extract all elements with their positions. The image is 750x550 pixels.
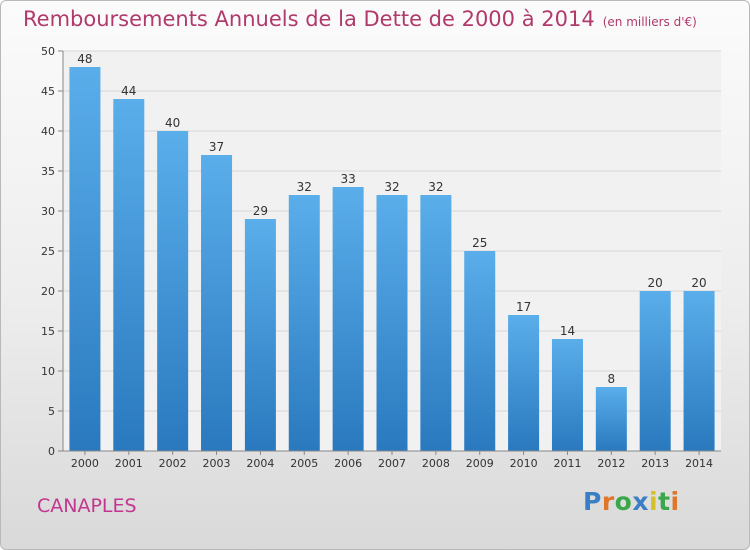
bar-value-label: 40 [165, 116, 180, 130]
x-axis: 2000 2001 2002 2003 2004 2005 2006 2007 2008 2009… [63, 450, 721, 470]
x-tick-label: 2000 [71, 457, 99, 470]
bar [376, 195, 408, 451]
x-tick-label: 2001 [115, 457, 143, 470]
bar-value-label: 14 [560, 324, 575, 338]
bar-value-label: 32 [384, 180, 399, 194]
bar [683, 291, 715, 451]
y-tick-label: 35 [41, 165, 55, 178]
x-tick-label: 2012 [597, 457, 625, 470]
bar [113, 99, 145, 451]
x-tick-label: 2008 [422, 457, 450, 470]
x-tick-label: 2007 [378, 457, 406, 470]
bar-value-label: 20 [691, 276, 706, 290]
x-tick-label: 2002 [159, 457, 187, 470]
bar-value-label: 48 [77, 52, 92, 66]
x-tick-label: 2011 [553, 457, 581, 470]
logo-letter: i [670, 487, 680, 516]
bar [332, 187, 364, 451]
logo-letter: P [583, 487, 602, 516]
bar [288, 195, 320, 451]
town-name: CANAPLES [37, 495, 137, 517]
bar [157, 131, 189, 451]
y-axis: 0 5 10 15 20 25 30 35 40 45 50 [41, 45, 64, 458]
bar [420, 195, 452, 451]
x-tick-label: 2009 [466, 457, 494, 470]
bar-value-label: 32 [428, 180, 443, 194]
bar [464, 251, 496, 451]
logo-letter: t [658, 487, 671, 516]
proxiti-logo: Proxiti [583, 487, 680, 516]
y-tick-label: 50 [41, 45, 55, 58]
bar-value-label: 37 [209, 140, 224, 154]
y-tick-label: 40 [41, 125, 55, 138]
bar-value-label: 32 [297, 180, 312, 194]
y-tick-label: 15 [41, 325, 55, 338]
chart-title: Remboursements Annuels de la Dette de 20… [23, 7, 697, 31]
bar-value-label: 33 [340, 172, 355, 186]
bar [595, 387, 627, 451]
y-tick-label: 25 [41, 245, 55, 258]
logo-letter: r [601, 487, 615, 516]
bar-value-label: 29 [253, 204, 268, 218]
y-tick-label: 5 [48, 405, 55, 418]
bar-value-label: 44 [121, 84, 136, 98]
bar [69, 67, 101, 451]
x-tick-label: 2014 [685, 457, 713, 470]
y-tick-label: 30 [41, 205, 55, 218]
bar [551, 339, 583, 451]
bar-value-label: 17 [516, 300, 531, 314]
x-tick-label: 2013 [641, 457, 669, 470]
logo-letter: i [649, 487, 659, 516]
y-tick-label: 45 [41, 85, 55, 98]
bar-value-label: 8 [608, 372, 616, 386]
y-tick-label: 0 [48, 445, 55, 458]
bar [639, 291, 671, 451]
x-tick-label: 2004 [246, 457, 274, 470]
x-tick-label: 2003 [203, 457, 231, 470]
x-tick-label: 2010 [510, 457, 538, 470]
bars: 48 44 40 37 29 32 33 32 32 25 17 14 8 20 20 [69, 52, 715, 451]
logo-letter: x [632, 487, 649, 516]
bar [201, 155, 233, 451]
logo-letter: o [614, 487, 633, 516]
x-tick-label: 2006 [334, 457, 362, 470]
title-text: Remboursements Annuels de la Dette de 20… [23, 7, 595, 31]
bar [244, 219, 276, 451]
y-tick-label: 10 [41, 365, 55, 378]
bar-value-label: 25 [472, 236, 487, 250]
y-tick-label: 20 [41, 285, 55, 298]
bar-value-label: 20 [648, 276, 663, 290]
x-tick-label: 2005 [290, 457, 318, 470]
bar [508, 315, 540, 451]
title-unit: (en milliers d'€) [602, 15, 697, 29]
